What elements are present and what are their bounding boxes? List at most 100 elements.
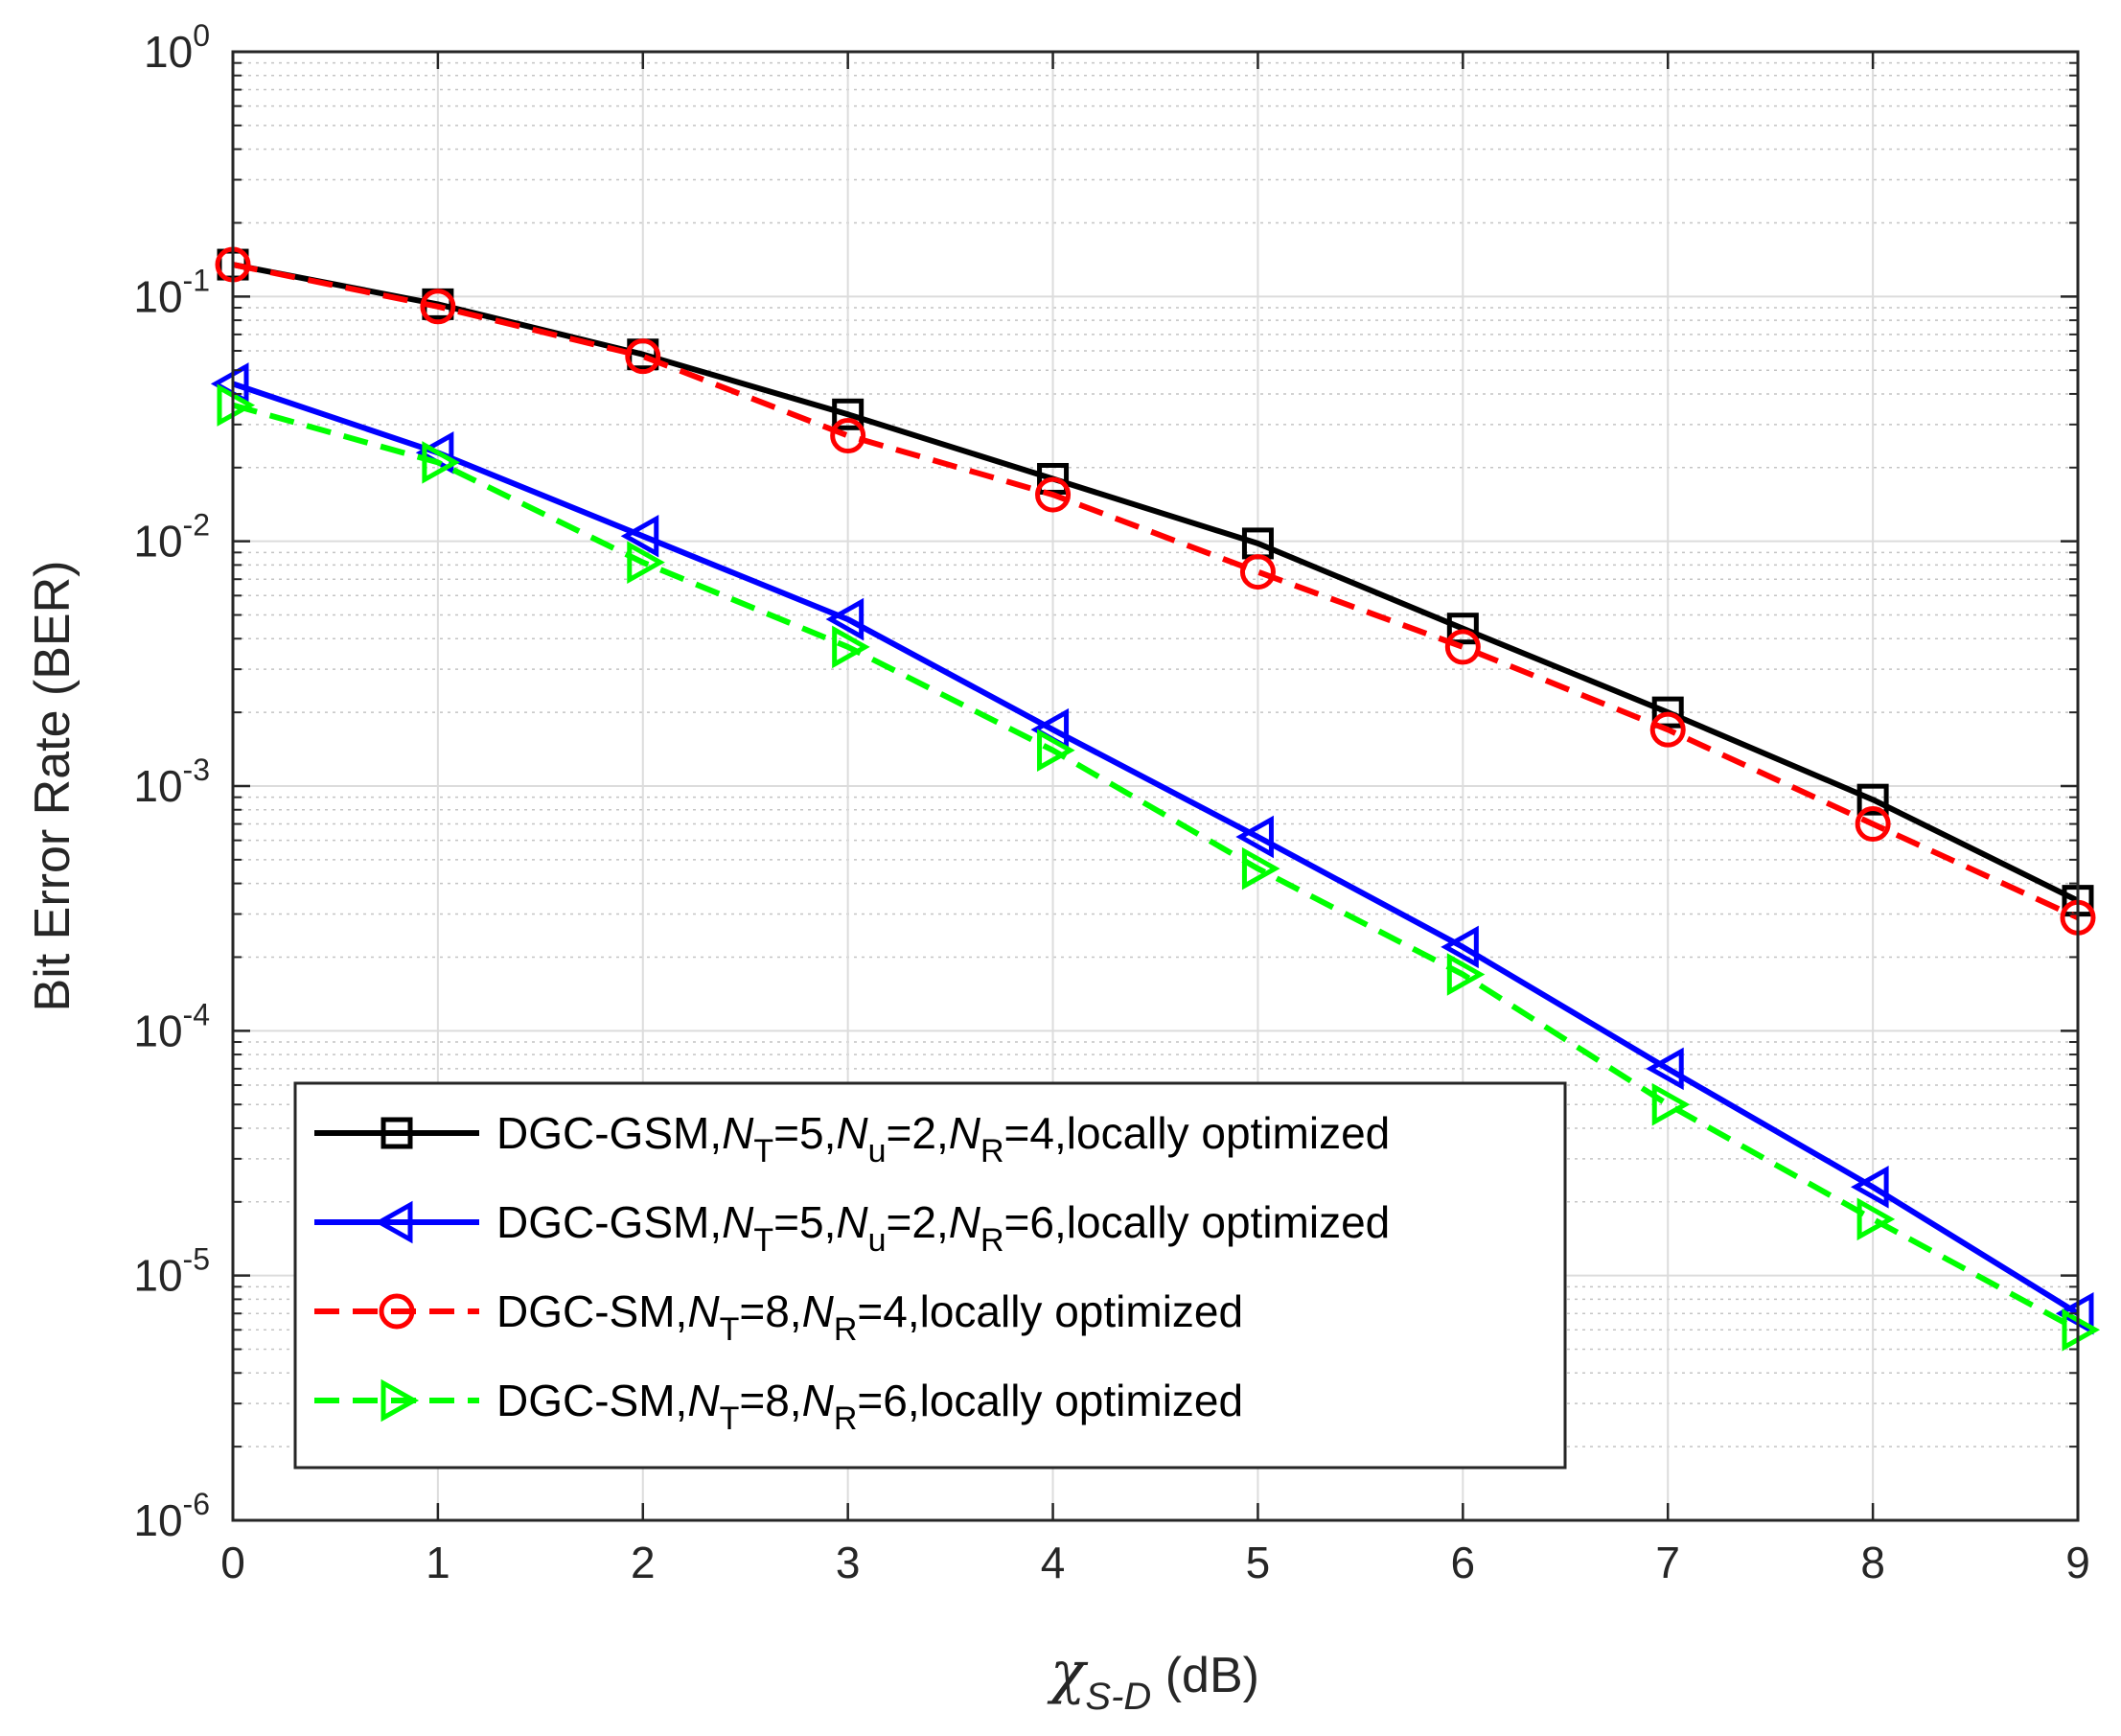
legend-label-part: u — [868, 1222, 887, 1259]
legend-label-part: DGC-GSM, — [496, 1108, 722, 1158]
legend-label-part: DGC-SM, — [496, 1286, 687, 1336]
legend-label-part: N — [802, 1286, 835, 1336]
series-3-point — [830, 418, 866, 454]
legend-label-part: N — [802, 1376, 835, 1425]
series-2-point — [620, 514, 659, 558]
legend-label-part: T — [720, 1311, 740, 1348]
x-tick-label: 7 — [1655, 1538, 1680, 1587]
legend-marker-2 — [374, 1200, 413, 1244]
series-2-point — [1235, 815, 1274, 859]
series-4-point — [1446, 953, 1486, 996]
x-tick-label: 1 — [426, 1538, 450, 1587]
x-tick-label: 5 — [1246, 1538, 1271, 1587]
legend-label-part: =8, — [739, 1286, 801, 1336]
legend-label-part: =2, — [887, 1197, 949, 1247]
legend-marker-3 — [379, 1293, 415, 1330]
y-tick-label: 10-3 — [133, 752, 210, 811]
series-3-point — [1239, 554, 1276, 590]
series-4-point — [832, 625, 870, 669]
series-4-line — [232, 402, 2080, 1332]
legend-label-part: R — [980, 1133, 1004, 1169]
y-tick-exponent: 0 — [193, 18, 210, 53]
legend-label-part: R — [834, 1311, 858, 1348]
legend-label-part: R — [980, 1222, 1004, 1259]
series-2-point — [1851, 1166, 1889, 1209]
legend-label-part: N — [722, 1108, 754, 1158]
legend-label-part: N — [949, 1197, 981, 1247]
y-tick-exponent: -6 — [183, 1487, 210, 1521]
series-1-point — [1651, 696, 1684, 729]
x-tick-label: 2 — [631, 1538, 656, 1587]
series-3 — [215, 246, 2096, 936]
series-4-point — [1651, 1082, 1691, 1126]
axis-ticks — [231, 50, 2080, 1522]
series-2-point — [2055, 1291, 2094, 1335]
legend-label-part: =5, — [773, 1197, 836, 1247]
legend-label-part: R — [834, 1400, 858, 1437]
series-2-line — [232, 381, 2080, 1316]
y-tick-base: 10 — [133, 517, 182, 567]
legend-label-part: DGC-GSM, — [496, 1197, 722, 1247]
series-4-point — [1037, 729, 1075, 772]
legend-label-part: T — [753, 1133, 773, 1169]
legend-label-part: N — [687, 1376, 720, 1425]
legend-entry-3: DGC-SM,NT=8,NR=4,locally optimized — [314, 1286, 1243, 1348]
x-axis-subscript: S-D — [1085, 1676, 1151, 1718]
series-3-point — [1855, 806, 1891, 843]
y-tick-label: 100 — [144, 18, 210, 77]
x-axis-unit: (dB) — [1151, 1648, 1259, 1703]
series-4 — [217, 383, 2101, 1352]
y-tick-label: 10-5 — [133, 1242, 210, 1301]
legend-label-part: =2, — [887, 1108, 949, 1158]
series-2-point — [825, 597, 865, 641]
y-tick-base: 10 — [133, 1251, 182, 1301]
legend: DGC-GSM,NT=5,Nu=2,NR=4,locally optimized… — [293, 1081, 1567, 1470]
series-4-point — [1241, 846, 1280, 891]
series-3-point — [1035, 476, 1072, 513]
legend-label-part: =8, — [739, 1376, 801, 1425]
series-1-point — [832, 398, 865, 430]
y-tick-exponent: -2 — [183, 508, 210, 543]
legend-label-part: N — [836, 1108, 868, 1158]
series-3-point — [1444, 629, 1481, 665]
legend-label-part: N — [722, 1197, 754, 1247]
legend-label-part: DGC-SM, — [496, 1376, 687, 1425]
legend-label-part: =4,locally optimized — [1004, 1108, 1391, 1158]
legend-entry-1: DGC-GSM,NT=5,Nu=2,NR=4,locally optimized — [314, 1108, 1390, 1169]
legend-marker-4 — [380, 1378, 420, 1423]
y-tick-exponent: -4 — [183, 997, 210, 1031]
y-tick-label: 10-6 — [133, 1487, 210, 1545]
legend-label-part: =6,locally optimized — [1004, 1197, 1391, 1247]
legend-entry-4: DGC-SM,NT=8,NR=6,locally optimized — [314, 1376, 1243, 1437]
legend-label-part: N — [836, 1197, 868, 1247]
series-2-point — [1441, 925, 1479, 969]
series-3-point — [1649, 711, 1686, 748]
series-4-point — [217, 383, 256, 427]
y-tick-exponent: -5 — [183, 1242, 210, 1277]
legend-label-part: =6,locally optimized — [857, 1376, 1243, 1425]
x-tick-label: 0 — [220, 1538, 245, 1587]
series-1-point — [1856, 783, 1889, 816]
legend-entry-2: DGC-GSM,NT=5,Nu=2,NR=6,locally optimized — [314, 1197, 1390, 1259]
series-4-point — [2062, 1308, 2101, 1352]
y-tick-label: 10-2 — [133, 508, 210, 567]
legend-label-2: DGC-GSM,NT=5,Nu=2,NR=6,locally optimized — [496, 1197, 1390, 1259]
legend-label-part: T — [753, 1222, 773, 1259]
x-tick-label: 9 — [2065, 1538, 2090, 1587]
legend-marker-1 — [380, 1117, 413, 1149]
legend-label-part: u — [868, 1133, 887, 1169]
y-tick-label: 10-1 — [133, 263, 210, 321]
legend-label-part: =5, — [773, 1108, 836, 1158]
x-axis-symbol: χ — [1047, 1639, 1089, 1706]
x-tick-label: 8 — [1860, 1538, 1885, 1587]
legend-label-part: =4,locally optimized — [857, 1286, 1243, 1336]
legend-box — [293, 1081, 1567, 1470]
x-axis-title: χS-D (dB) — [1047, 1639, 1259, 1718]
y-tick-base: 10 — [133, 1006, 182, 1055]
y-tick-base: 10 — [133, 271, 182, 321]
y-tick-exponent: -3 — [183, 752, 210, 787]
y-axis-title: Bit Error Rate (BER) — [25, 561, 81, 1012]
x-tick-label: 3 — [836, 1538, 861, 1587]
